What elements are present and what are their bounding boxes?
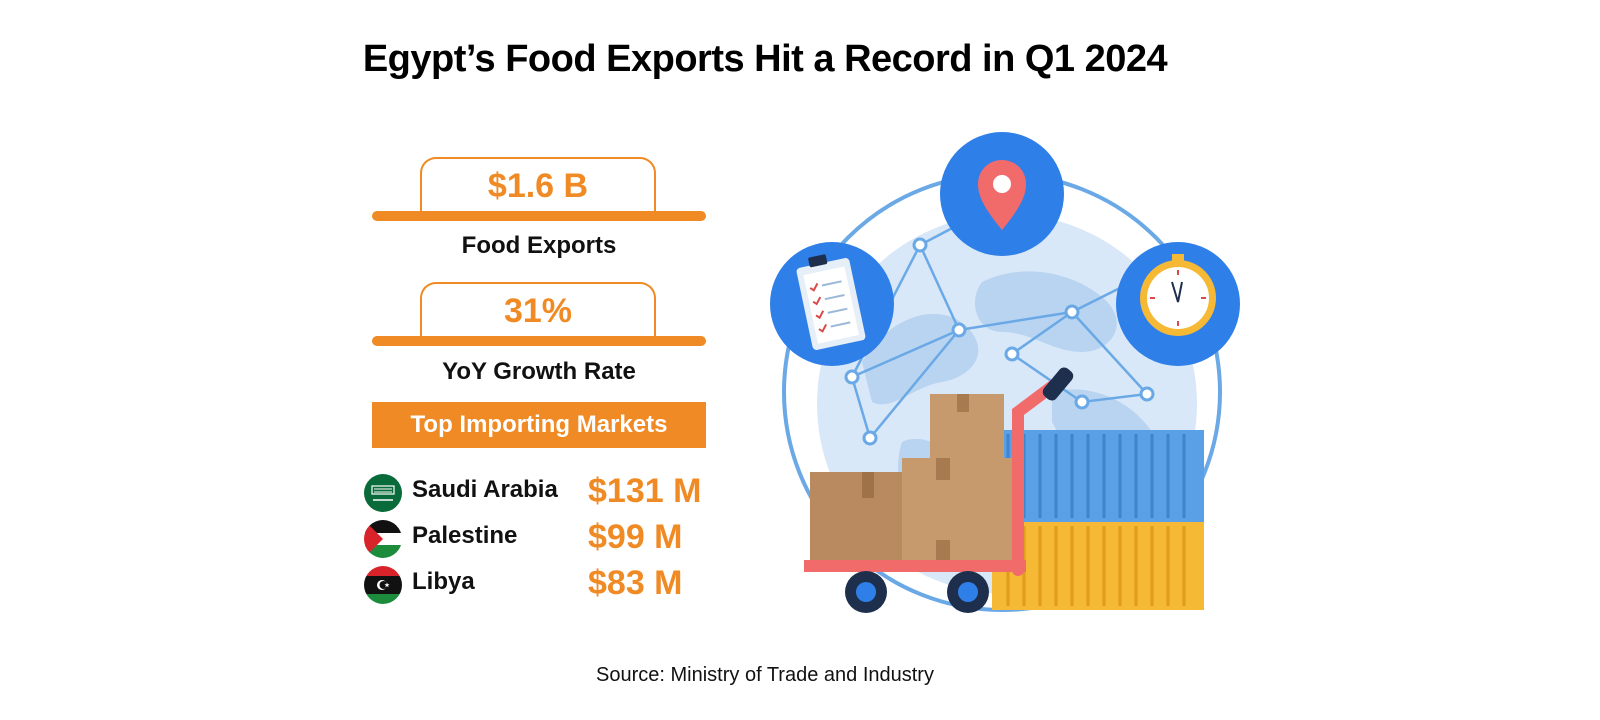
market-country: Palestine (412, 522, 518, 549)
palestine-flag-icon (364, 520, 402, 558)
top-markets-heading: Top Importing Markets (372, 402, 706, 448)
market-amount: $83 M (588, 564, 683, 602)
source-note: Source: Ministry of Trade and Industry (596, 664, 934, 686)
growth-rate-underline (372, 336, 706, 346)
location-pin-icon (940, 132, 1064, 256)
market-amount: $131 M (588, 472, 702, 510)
food-exports-underline (372, 211, 706, 221)
shipping-container-icon (992, 430, 1204, 610)
libya-flag-icon (364, 566, 402, 604)
hand-truck-icon (804, 367, 1074, 613)
clipboard-checklist-icon (770, 242, 894, 366)
market-row-saudi-arabia: Saudi Arabia $131 M (364, 472, 724, 514)
market-amount: $99 M (588, 518, 683, 556)
cardboard-boxes-icon (810, 394, 1012, 562)
growth-rate-value: 31% (420, 282, 656, 338)
growth-rate-label: YoY Growth Rate (442, 358, 636, 385)
market-country: Libya (412, 568, 475, 595)
market-row-libya: Libya $83 M (364, 564, 724, 606)
market-row-palestine: Palestine $99 M (364, 518, 724, 560)
page-title: Egypt’s Food Exports Hit a Record in Q1 … (362, 38, 1168, 80)
market-country: Saudi Arabia (412, 476, 558, 503)
stopwatch-icon (1116, 242, 1240, 366)
food-exports-label: Food Exports (461, 232, 617, 259)
food-exports-value: $1.6 B (420, 157, 656, 213)
logistics-illustration (752, 112, 1252, 632)
network-nodes (844, 237, 1155, 446)
saudi-arabia-flag-icon (364, 474, 402, 512)
